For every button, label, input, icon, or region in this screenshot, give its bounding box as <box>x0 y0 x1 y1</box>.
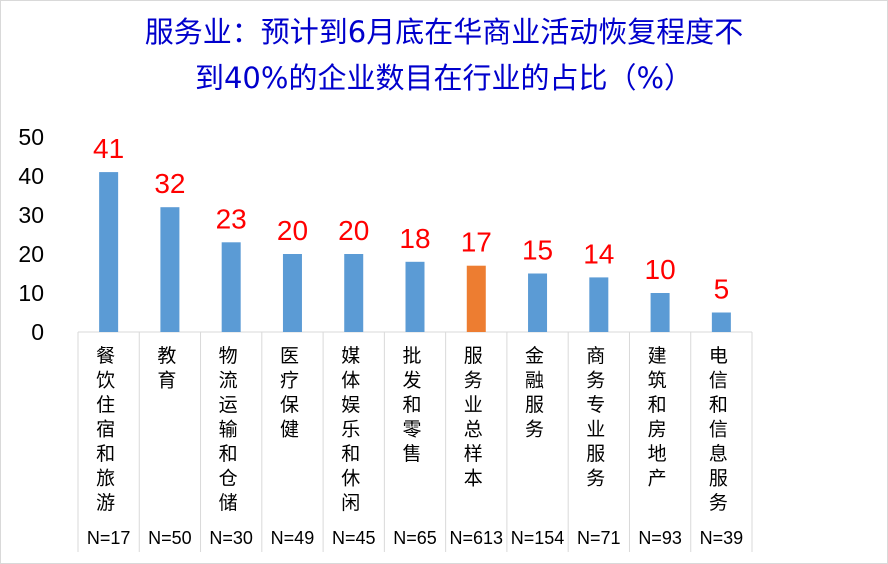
category-label: 商务专业服务 <box>586 345 605 490</box>
data-label: 32 <box>154 168 185 199</box>
bar-1 <box>160 207 180 332</box>
bar-8 <box>589 277 609 332</box>
data-label: 20 <box>338 215 369 246</box>
category-label: 媒体娱乐和休闲 <box>341 345 360 514</box>
category-label: 金融服务 <box>525 345 544 441</box>
bar-10 <box>711 312 731 332</box>
category-label: 批发和零售 <box>402 345 421 465</box>
bar-6 <box>466 265 486 332</box>
sample-size-label: N=65 <box>393 528 437 548</box>
bar-5 <box>405 261 425 332</box>
category-label: 医疗保健 <box>280 345 299 441</box>
y-tick-label: 0 <box>31 319 44 345</box>
data-label: 5 <box>714 274 730 305</box>
y-tick-label: 30 <box>18 202 44 228</box>
sample-size-label: N=30 <box>209 528 253 548</box>
bar-3 <box>282 254 302 332</box>
sample-size-label: N=17 <box>87 528 131 548</box>
y-tick-label: 50 <box>18 124 44 150</box>
sample-size-label: N=39 <box>700 528 744 548</box>
data-label: 14 <box>583 238 614 269</box>
bar-4 <box>344 254 364 332</box>
y-tick-label: 10 <box>18 280 44 306</box>
y-tick-label: 20 <box>18 241 44 267</box>
sample-size-label: N=50 <box>148 528 192 548</box>
bar-0 <box>99 172 119 332</box>
data-label: 10 <box>645 254 676 285</box>
category-label: 建筑和房地产 <box>648 345 667 490</box>
category-label: 服务业总样本 <box>464 345 483 490</box>
data-label: 17 <box>461 227 492 258</box>
bar-2 <box>221 242 241 332</box>
y-tick-label: 40 <box>18 163 44 189</box>
data-label: 18 <box>399 223 430 254</box>
sample-size-label: N=71 <box>577 528 621 548</box>
data-label: 23 <box>216 203 247 234</box>
category-label: 电信和信息服务 <box>709 345 728 514</box>
data-label: 20 <box>277 215 308 246</box>
sample-size-label: N=45 <box>332 528 376 548</box>
chart-title-line1: 服务业：预计到6月底在华商业活动恢复程度不 <box>144 15 744 49</box>
category-label: 餐饮住宿和旅游 <box>96 345 115 514</box>
sample-size-label: N=93 <box>638 528 682 548</box>
bar-7 <box>528 273 548 332</box>
category-label: 教育 <box>157 345 176 392</box>
category-label: 物流运输和仓储 <box>219 345 238 514</box>
chart-title-line2: 到40%的企业数目在行业的占比（%） <box>194 61 693 95</box>
sample-size-label: N=154 <box>511 528 565 548</box>
data-label: 41 <box>93 133 124 164</box>
sample-size-label: N=613 <box>449 528 503 548</box>
bar-9 <box>650 293 670 332</box>
data-label: 15 <box>522 235 553 266</box>
sample-size-label: N=49 <box>271 528 315 548</box>
